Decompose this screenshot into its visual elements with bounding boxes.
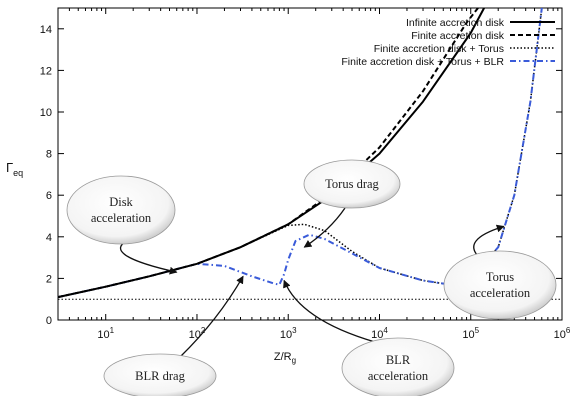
y-axis-ticks: 0 2 4 6 8 10 12 14	[40, 24, 562, 327]
annotations: Disk acceleration Torus drag Torus accelerat…	[66, 159, 557, 396]
x-axis-ticks: 101 102 103 104 105 106	[57, 8, 571, 341]
x-axis-label: Z/Rg	[274, 351, 296, 365]
legend-label: Finite accretion disk	[411, 30, 505, 42]
legend-label: Finite accretion disk + Torus	[374, 43, 504, 55]
annotation-text: BLR	[386, 353, 411, 367]
annotation-bubble	[443, 250, 557, 320]
plot-frame	[57, 7, 563, 321]
y-tick-label: 0	[46, 315, 52, 327]
annotation-bubble	[341, 337, 455, 396]
annotation-text: acceleration	[91, 211, 152, 225]
legend-label: Infinite accretion disk	[406, 17, 505, 29]
annotation-text: Disk	[109, 195, 133, 209]
annotation-arrow	[179, 275, 244, 358]
x-tick-label: 103	[280, 326, 297, 341]
y-tick-label: 12	[40, 65, 52, 77]
y-tick-label: 4	[46, 232, 52, 244]
y-axis-label: Γeq	[6, 160, 23, 178]
annotation-bubble	[103, 353, 217, 396]
annotation-text: Torus drag	[325, 177, 379, 191]
y-tick-label: 14	[40, 24, 52, 36]
x-tick-label: 101	[97, 326, 114, 341]
x-axis-label-sub: g	[292, 356, 296, 365]
annotation-arrow	[303, 207, 346, 248]
y-tick-label: 10	[40, 107, 52, 119]
y-tick-label: 6	[46, 190, 52, 202]
annotation-bubble	[66, 175, 176, 245]
annotation-text: acceleration	[470, 286, 531, 300]
annotation-arrow	[119, 239, 178, 275]
annotation-text: BLR drag	[135, 369, 185, 383]
x-tick-label: 104	[371, 326, 388, 341]
plot-border	[57, 7, 563, 321]
legend-label: Finite accretion disk + Torus + BLR	[341, 56, 504, 68]
y-axis-label-sub: eq	[13, 168, 23, 178]
y-tick-label: 2	[46, 273, 52, 285]
series-line-solid	[57, 7, 485, 299]
annotation-text: Torus	[486, 270, 514, 284]
y-tick-label: 8	[46, 149, 52, 161]
annotation-bubble	[303, 159, 401, 209]
annotation-text: acceleration	[368, 369, 429, 383]
x-tick-label: 105	[462, 326, 479, 341]
annotation-arrow	[283, 279, 376, 343]
x-tick-label: 106	[554, 326, 571, 341]
